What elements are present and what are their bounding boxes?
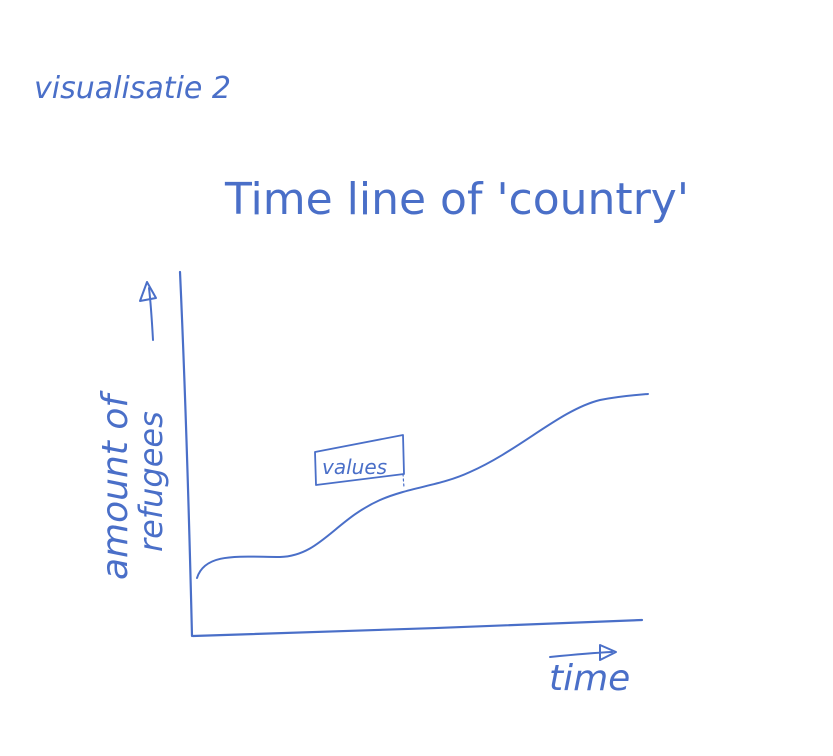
y-axis-label-line2: refugees bbox=[132, 411, 170, 552]
x-axis-label: time bbox=[549, 658, 630, 699]
annotation-label: values bbox=[322, 455, 387, 479]
annotation-leader bbox=[402, 473, 405, 489]
sketch-title: Time line of 'country' bbox=[224, 174, 689, 225]
annotation-box bbox=[314, 434, 405, 486]
y-axis-line bbox=[178, 270, 194, 638]
x-direction-arrow-icon bbox=[549, 644, 617, 661]
y-direction-arrow-icon bbox=[139, 281, 157, 341]
page-heading: visualisatie 2 bbox=[34, 71, 231, 106]
y-axis-label-line1: amount of bbox=[95, 390, 136, 580]
values-annotation: values bbox=[314, 434, 405, 489]
trend-curve bbox=[196, 393, 649, 579]
x-axis-line bbox=[191, 618, 644, 638]
